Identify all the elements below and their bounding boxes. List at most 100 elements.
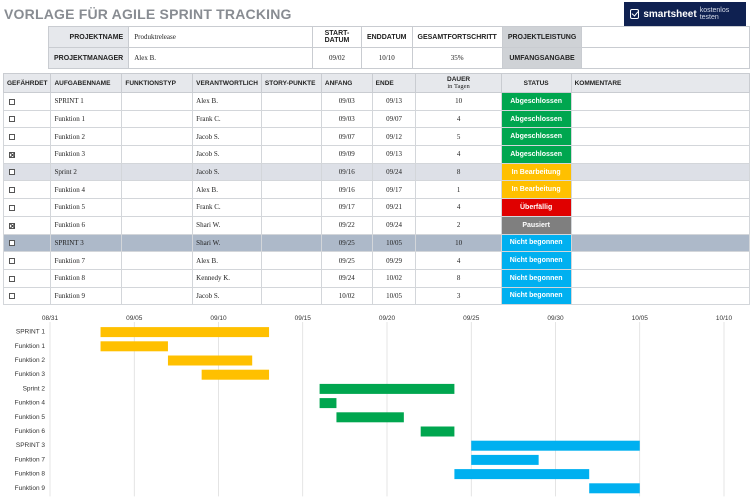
start-cell[interactable]: 09/07 [320,127,373,147]
task-row[interactable]: Funktion 8 Kennedy K. 09/24 10/02 8 Nicht beg… [2,268,750,288]
duration-cell[interactable]: 10 [415,233,502,253]
task-name-cell[interactable]: Funktion 5 [50,198,123,217]
duration-cell[interactable]: 4 [415,198,502,217]
start-cell[interactable]: 09/03 [320,109,373,129]
end-cell[interactable]: 09/13 [371,92,417,111]
feature-type-cell[interactable] [121,92,194,111]
at-risk-cell[interactable] [2,233,52,253]
owner-cell[interactable]: Shari W. [192,233,262,253]
owner-cell[interactable]: Jacob S. [192,127,262,147]
smartsheet-trial-banner[interactable]: smartsheet kostenlos testen [624,2,746,26]
comments-cell[interactable] [570,215,750,235]
at-risk-checkbox[interactable] [9,293,15,300]
at-risk-checkbox[interactable] [9,134,15,141]
status-badge[interactable]: In Bearbeitung [500,180,572,200]
start-cell[interactable]: 09/24 [320,268,373,288]
task-name-cell[interactable]: Funktion 8 [50,268,123,288]
at-risk-checkbox[interactable] [9,222,15,229]
task-row[interactable]: Funktion 3 Jacob S. 09/09 09/13 4 Abgeschloss… [2,145,750,164]
task-row[interactable]: SPRINT 3 Shari W. 09/25 10/05 10 Nicht begonn… [2,233,750,253]
status-badge[interactable]: Überfällig [500,198,572,217]
end-cell[interactable]: 10/05 [371,233,417,253]
comments-cell[interactable] [570,233,750,253]
task-row[interactable]: Funktion 6 Shari W. 09/22 09/24 2 Pausiert [2,215,750,235]
feature-type-cell[interactable] [121,180,194,200]
at-risk-cell[interactable] [2,268,52,288]
task-name-cell[interactable]: Sprint 2 [50,162,123,182]
start-date-field[interactable]: 09/02 [312,47,362,69]
owner-cell[interactable]: Shari W. [192,215,262,235]
at-risk-checkbox[interactable] [9,98,15,105]
at-risk-checkbox[interactable] [9,275,15,282]
end-cell[interactable]: 09/12 [371,127,417,147]
comments-cell[interactable] [570,127,750,147]
task-row[interactable]: Funktion 5 Frank C. 09/17 09/21 4 Überfällig [2,198,750,217]
feature-type-cell[interactable] [121,215,194,235]
start-cell[interactable]: 09/25 [320,233,373,253]
feature-type-cell[interactable] [121,286,194,306]
project-name-field[interactable]: Produktrelease [128,26,314,48]
end-cell[interactable]: 09/24 [371,215,417,235]
end-cell[interactable]: 09/24 [371,162,417,182]
duration-cell[interactable]: 10 [415,92,502,111]
at-risk-checkbox[interactable] [9,240,15,247]
task-name-cell[interactable]: Funktion 9 [50,286,123,306]
comments-cell[interactable] [570,109,750,129]
overall-progress-field[interactable]: 35% [411,47,503,69]
feature-type-cell[interactable] [121,233,194,253]
duration-cell[interactable]: 8 [415,268,502,288]
task-row[interactable]: Funktion 2 Jacob S. 09/07 09/12 5 Abgeschloss… [2,127,750,147]
start-cell[interactable]: 09/09 [320,145,373,164]
end-cell[interactable]: 09/13 [371,145,417,164]
owner-cell[interactable]: Jacob S. [192,162,262,182]
comments-cell[interactable] [570,162,750,182]
duration-cell[interactable]: 2 [415,215,502,235]
status-badge[interactable]: Abgeschlossen [500,92,572,111]
status-badge[interactable]: Nicht begonnen [500,268,572,288]
task-name-cell[interactable]: SPRINT 3 [50,233,123,253]
at-risk-cell[interactable] [2,127,52,147]
at-risk-checkbox[interactable] [9,204,15,211]
at-risk-cell[interactable] [2,180,52,200]
feature-type-cell[interactable] [121,251,194,270]
start-cell[interactable]: 09/03 [320,92,373,111]
at-risk-checkbox[interactable] [9,151,15,158]
at-risk-cell[interactable] [2,145,52,164]
status-badge[interactable]: Abgeschlossen [500,109,572,129]
owner-cell[interactable]: Frank C. [192,198,262,217]
task-name-cell[interactable]: Funktion 3 [50,145,123,164]
task-name-cell[interactable]: SPRINT 1 [50,92,123,111]
feature-type-cell[interactable] [121,198,194,217]
at-risk-checkbox[interactable] [9,187,15,194]
scope-field[interactable] [581,47,750,69]
task-name-cell[interactable]: Funktion 6 [50,215,123,235]
end-cell[interactable]: 09/21 [371,198,417,217]
task-row[interactable]: SPRINT 1 Alex B. 09/03 09/13 10 Abgeschlossen [2,92,750,111]
at-risk-checkbox[interactable] [9,257,15,264]
feature-type-cell[interactable] [121,268,194,288]
duration-cell[interactable]: 4 [415,251,502,270]
task-row[interactable]: Sprint 2 Jacob S. 09/16 09/24 8 In Bearbeitun… [2,162,750,182]
comments-cell[interactable] [570,145,750,164]
story-points-cell[interactable] [260,145,322,164]
status-badge[interactable]: Nicht begonnen [500,286,572,306]
story-points-cell[interactable] [260,180,322,200]
task-name-cell[interactable]: Funktion 7 [50,251,123,270]
comments-cell[interactable] [570,268,750,288]
task-row[interactable]: Funktion 4 Alex B. 09/16 09/17 1 In Bearbeitu… [2,180,750,200]
start-cell[interactable]: 09/17 [320,198,373,217]
owner-cell[interactable]: Frank C. [192,109,262,129]
comments-cell[interactable] [570,251,750,270]
owner-cell[interactable]: Kennedy K. [192,268,262,288]
feature-type-cell[interactable] [121,145,194,164]
status-badge[interactable]: In Bearbeitung [500,162,572,182]
comments-cell[interactable] [570,286,750,306]
comments-cell[interactable] [570,92,750,111]
story-points-cell[interactable] [260,198,322,217]
status-badge[interactable]: Nicht begonnen [500,233,572,253]
story-points-cell[interactable] [260,127,322,147]
owner-cell[interactable]: Jacob S. [192,286,262,306]
start-cell[interactable]: 09/16 [320,162,373,182]
comments-cell[interactable] [570,198,750,217]
end-cell[interactable]: 09/29 [371,251,417,270]
